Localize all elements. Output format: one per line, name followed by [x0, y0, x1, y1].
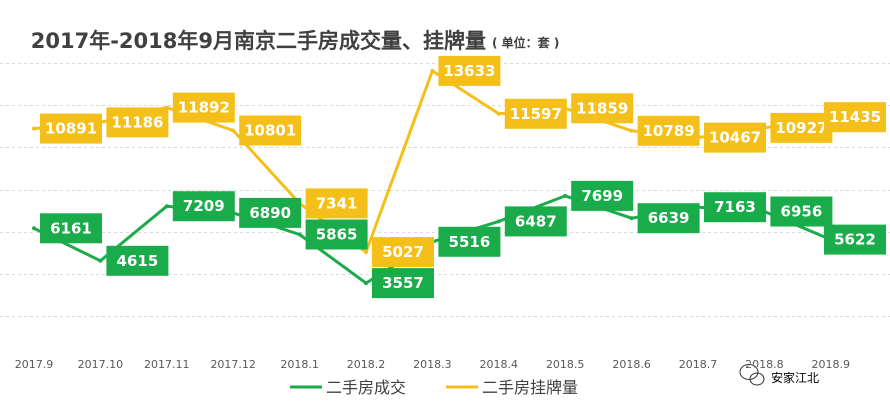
data-label-box — [571, 93, 634, 124]
x-tick-label: 2018.9 — [812, 358, 851, 371]
x-tick-label: 2018.5 — [546, 358, 585, 371]
data-label: 11859 — [576, 99, 628, 117]
data-label-box — [106, 107, 169, 138]
data-label: 7163 — [714, 198, 756, 216]
data-point — [164, 204, 169, 209]
x-tick-label: 2018.8 — [745, 358, 784, 371]
x-tick-label: 2017.12 — [210, 358, 256, 371]
data-label: 4615 — [117, 252, 159, 270]
x-tick-label: 2017.11 — [144, 358, 190, 371]
data-label-box — [239, 115, 302, 146]
data-label: 11435 — [829, 108, 881, 126]
x-tick-label: 2018.2 — [347, 358, 386, 371]
data-point — [32, 226, 36, 231]
series-line-listings — [32, 69, 833, 254]
x-tick-label: 2018.7 — [679, 358, 718, 371]
chart-title-group: 2017年-2018年9月南京二手房成交量、挂牌量 ( 单位：套 ) — [31, 29, 560, 53]
legend-label: 二手房成交 — [326, 378, 406, 397]
data-point — [629, 128, 634, 133]
data-label-box — [40, 213, 102, 244]
watermark-text: 安家江北 — [771, 370, 819, 385]
data-point — [496, 111, 501, 116]
data-label-box — [770, 196, 833, 227]
data-point — [629, 216, 634, 221]
data-point — [32, 126, 36, 131]
data-label-box — [824, 102, 886, 133]
x-tick-label: 2018.1 — [280, 358, 319, 371]
data-label-box — [372, 268, 434, 299]
data-point — [364, 281, 368, 286]
data-label-box — [172, 92, 235, 123]
x-tick-label: 2018.3 — [413, 358, 452, 371]
chart-unit-note: ( 单位：套 ) — [492, 35, 559, 50]
data-label-box — [305, 188, 368, 219]
chart-title: 2017年-2018年9月南京二手房成交量、挂牌量 — [31, 29, 486, 53]
data-label: 3557 — [382, 274, 424, 292]
watermark: 安家江北 — [739, 363, 821, 387]
data-label-box — [637, 203, 700, 234]
grid-layer — [0, 63, 890, 317]
data-label-box — [504, 206, 567, 237]
data-label-box — [704, 122, 766, 153]
data-point — [231, 128, 236, 133]
data-label: 10467 — [709, 129, 761, 147]
data-label: 11186 — [111, 113, 163, 131]
data-label: 6487 — [515, 212, 557, 230]
data-label-box — [824, 224, 886, 255]
data-label: 6890 — [249, 204, 291, 222]
data-label: 10801 — [244, 122, 296, 140]
data-label: 10891 — [45, 120, 97, 138]
x-tick-label: 2018.6 — [612, 358, 651, 371]
x-tick-label: 2018.4 — [480, 358, 519, 371]
data-point — [563, 193, 568, 198]
legend-label: 二手房挂牌量 — [482, 378, 578, 397]
data-label: 5516 — [449, 233, 491, 251]
legend: 二手房成交 二手房挂牌量 — [290, 378, 578, 397]
data-label-box — [372, 237, 434, 268]
data-label-box — [637, 115, 700, 146]
data-label: 6161 — [50, 219, 92, 237]
data-label-box — [438, 55, 501, 86]
data-label: 5027 — [382, 243, 424, 261]
data-label-box — [239, 197, 302, 228]
data-label: 11597 — [510, 105, 562, 123]
data-label-box — [106, 245, 169, 276]
data-point — [98, 258, 103, 263]
data-label: 13633 — [443, 62, 495, 80]
data-label-box — [305, 219, 368, 250]
wechat-icon — [739, 363, 765, 386]
data-label: 7699 — [581, 187, 623, 205]
data-point — [297, 232, 302, 237]
data-label-box — [770, 112, 833, 143]
data-label: 10789 — [643, 122, 695, 140]
data-point — [430, 68, 435, 73]
data-label: 5865 — [316, 226, 358, 244]
data-point — [364, 250, 368, 255]
data-label-box — [571, 180, 634, 211]
x-axis: 2017.9 2017.10 2017.11 2017.12 2018.1 2018.2 2… — [15, 358, 850, 371]
data-point — [496, 219, 501, 224]
data-label-box — [438, 226, 501, 257]
data-label: 6956 — [781, 203, 823, 221]
data-label: 10927 — [775, 119, 827, 137]
x-tick-label: 2017.10 — [78, 358, 124, 371]
data-label-layer: 6161 4615 7209 6890 5865 3557 5516 6487 7699 6639… — [40, 55, 886, 299]
data-label-box — [504, 98, 567, 129]
data-label: 6639 — [648, 209, 690, 227]
data-label: 7209 — [183, 197, 225, 215]
data-label-box — [172, 191, 235, 222]
data-label: 7341 — [316, 194, 358, 212]
data-label: 5622 — [834, 231, 876, 249]
data-label: 11892 — [178, 99, 230, 117]
x-tick-label: 2017.9 — [15, 358, 54, 371]
data-label-box — [704, 192, 766, 223]
data-label-box — [40, 113, 102, 144]
